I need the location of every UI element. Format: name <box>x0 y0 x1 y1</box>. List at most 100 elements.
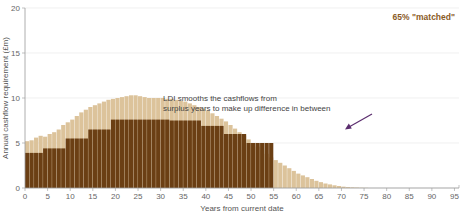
x-tick <box>160 188 161 191</box>
x-tick <box>25 188 26 191</box>
bar <box>161 120 165 188</box>
bar <box>66 122 70 188</box>
bar <box>197 121 201 189</box>
bar <box>61 125 65 188</box>
bar <box>197 107 201 188</box>
bar <box>314 181 318 188</box>
x-tick <box>205 188 206 191</box>
bar <box>120 120 124 188</box>
annotation-arrowhead <box>345 124 352 130</box>
bar <box>156 98 160 188</box>
x-tick-label: 55 <box>269 192 278 201</box>
bar <box>152 98 156 188</box>
y-tick-label: 10 <box>11 94 20 103</box>
bar <box>57 130 61 189</box>
title: 65% "matched" <box>393 12 455 22</box>
x-tick <box>431 188 432 191</box>
grid-line <box>25 53 459 54</box>
bar <box>75 139 79 189</box>
bar <box>206 126 210 188</box>
x-tick <box>115 188 116 191</box>
bar <box>228 125 232 188</box>
x-tick <box>92 188 93 191</box>
bar <box>323 184 327 189</box>
bar <box>292 171 296 188</box>
bar <box>106 100 110 188</box>
x-tick <box>454 188 455 191</box>
x-axis <box>25 188 459 189</box>
x-tick-label: 15 <box>88 192 97 201</box>
bar <box>79 112 83 188</box>
x-tick <box>251 188 252 191</box>
bar <box>219 119 223 188</box>
bar <box>97 103 101 188</box>
bar <box>143 97 147 188</box>
bar <box>30 140 34 188</box>
y-axis-title: Annual cashflow requirement (£m) <box>1 37 10 159</box>
bar <box>174 121 178 189</box>
bar <box>210 126 214 188</box>
x-tick-label: 45 <box>224 192 233 201</box>
bar <box>48 134 52 188</box>
bar <box>210 113 214 188</box>
bar <box>152 120 156 188</box>
bar <box>278 163 282 188</box>
bar <box>287 168 291 188</box>
bar <box>138 120 142 188</box>
bar <box>43 148 47 188</box>
x-tick-label: 5 <box>45 192 50 201</box>
bar <box>215 116 219 188</box>
bar <box>256 143 260 188</box>
bar <box>34 153 38 188</box>
bar <box>206 111 210 188</box>
bar <box>224 134 228 188</box>
bar <box>143 120 147 188</box>
bar <box>156 120 160 188</box>
bar <box>129 95 133 188</box>
x-tick-label: 25 <box>134 192 143 201</box>
y-tick-label: 0 <box>16 184 21 193</box>
x-tick <box>273 188 274 191</box>
bar <box>201 126 205 188</box>
bar <box>147 98 151 188</box>
bar <box>39 136 43 188</box>
x-tick-label: 50 <box>247 192 256 201</box>
bar <box>165 120 169 188</box>
bar <box>192 121 196 189</box>
bar <box>97 130 101 189</box>
bar <box>247 139 251 188</box>
annotation: surplus years to make up difference in b… <box>163 104 331 113</box>
bar <box>296 174 300 188</box>
bar <box>106 130 110 189</box>
bar <box>251 143 255 188</box>
x-tick <box>409 188 410 191</box>
bar <box>242 134 246 188</box>
grid-line <box>25 188 459 189</box>
x-tick-label: 10 <box>66 192 75 201</box>
bar <box>170 121 174 189</box>
y-tick <box>22 143 25 144</box>
bar <box>66 139 70 189</box>
x-tick <box>364 188 365 191</box>
bar <box>237 132 241 188</box>
bar <box>174 100 178 188</box>
bar <box>260 143 264 188</box>
x-tick <box>138 188 139 191</box>
bar <box>224 121 228 188</box>
x-axis-title: Years from current date <box>200 204 284 213</box>
bar <box>124 120 128 188</box>
x-tick <box>296 188 297 191</box>
bar <box>269 143 273 188</box>
bars <box>25 95 368 188</box>
bar <box>247 143 251 188</box>
y-tick <box>22 8 25 9</box>
bar <box>120 97 124 188</box>
bar <box>88 107 92 188</box>
x-axis-end <box>459 185 460 188</box>
bar <box>39 153 43 188</box>
bar <box>310 179 314 188</box>
bar <box>188 103 192 188</box>
bar <box>111 120 115 188</box>
bar <box>102 102 106 188</box>
bar <box>228 134 232 188</box>
